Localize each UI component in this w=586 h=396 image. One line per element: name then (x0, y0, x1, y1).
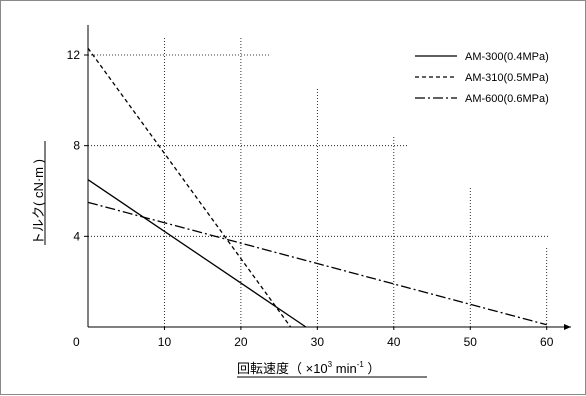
legend: AM-300(0.4MPa) AM-310(0.5MPa) AM-600(0.6MP… (415, 51, 549, 105)
y-axis-title-text: トルク( cN·m ) (31, 159, 46, 245)
x-tick-label-60: 60 (540, 335, 554, 349)
series-lines (87, 47, 547, 328)
tick-labels: 10 20 30 40 50 60 4 8 12 (67, 48, 554, 349)
y-tick-label-12: 12 (67, 48, 81, 62)
legend-label-1: AM-300(0.4MPa) (465, 51, 549, 63)
axes (87, 25, 571, 330)
x-tick-label-20: 20 (234, 335, 248, 349)
series-line-1 (87, 179, 307, 328)
x-axis-arrow (564, 324, 571, 330)
series-line-2 (87, 47, 292, 328)
grid (88, 37, 549, 327)
y-tick-label-4: 4 (73, 229, 80, 243)
legend-label-2: AM-310(0.5MPa) (465, 72, 549, 84)
x-tick-label-40: 40 (387, 335, 401, 349)
y-tick-label-8: 8 (73, 139, 80, 153)
series-line-3 (87, 201, 547, 326)
x-tick-label-50: 50 (464, 335, 478, 349)
x-axis-title: 回転速度（ ×103 min-1 ） (237, 360, 427, 378)
x-axis-title-text: 回転速度（ ×103 min-1 ） (237, 360, 380, 376)
y-axis-title: トルク( cN·m ) (31, 159, 46, 245)
origin-label: 0 (73, 335, 80, 349)
legend-label-3: AM-600(0.6MPa) (465, 93, 549, 105)
x-tick-label-30: 30 (311, 335, 325, 349)
x-tick-label-10: 10 (158, 335, 172, 349)
